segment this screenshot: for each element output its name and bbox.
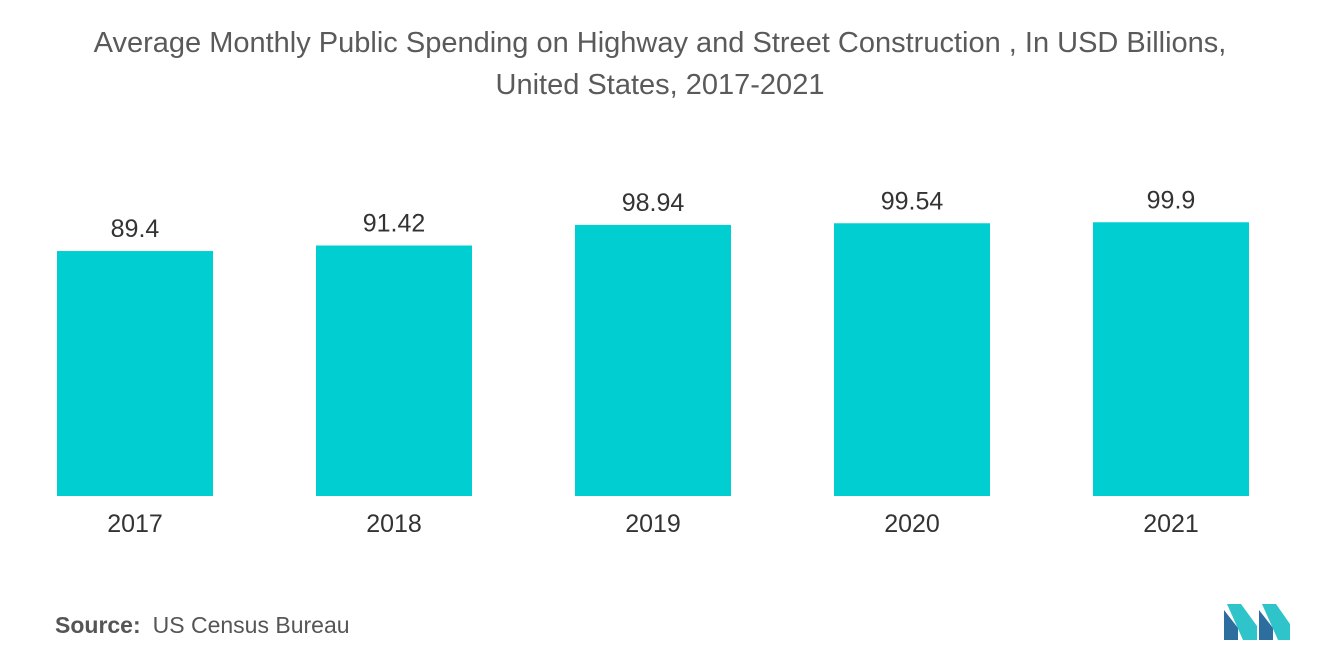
bar-2021	[1093, 222, 1249, 497]
bar-2019	[575, 224, 731, 496]
data-label-2018: 91.42	[363, 210, 426, 238]
logo-shape-teal-right	[1262, 604, 1290, 640]
bar-2017	[57, 251, 213, 496]
logo-shape-dark-right	[1259, 610, 1273, 640]
x-tick-label-2019: 2019	[625, 510, 681, 538]
data-label-2019: 98.94	[622, 189, 685, 217]
labels-group: 89.4 2017 91.42 2018 98.94 2019 99.54 2020 99.9 2…	[107, 186, 1199, 538]
x-tick-label-2018: 2018	[366, 510, 422, 538]
bar-2018	[316, 245, 472, 496]
chart-title-line-1: Average Monthly Public Spending on Highw…	[93, 27, 1227, 59]
source-text: US Census Bureau	[152, 612, 350, 638]
data-label-2021: 99.9	[1147, 186, 1196, 214]
x-tick-label-2020: 2020	[884, 510, 940, 538]
logo-shape-dark-left	[1224, 610, 1238, 640]
x-tick-label-2017: 2017	[107, 510, 163, 538]
data-label-2020: 99.54	[881, 187, 944, 215]
chart-title: Average Monthly Public Spending on Highw…	[0, 22, 1320, 106]
x-tick-label-2021: 2021	[1143, 510, 1199, 538]
mordor-intelligence-logo-icon	[1224, 604, 1290, 640]
logo-shape-teal-left	[1227, 604, 1257, 640]
source-label: Source:	[55, 612, 141, 638]
data-label-2017: 89.4	[111, 215, 160, 243]
chart-title-line-2: United States, 2017-2021	[495, 69, 825, 101]
bar-chart: 89.4 2017 91.42 2018 98.94 2019 99.54 2020 99.9 2…	[57, 186, 1249, 538]
bar-2020	[834, 223, 990, 496]
bars-group	[57, 222, 1249, 497]
source-note: Source: US Census Bureau	[55, 612, 350, 639]
